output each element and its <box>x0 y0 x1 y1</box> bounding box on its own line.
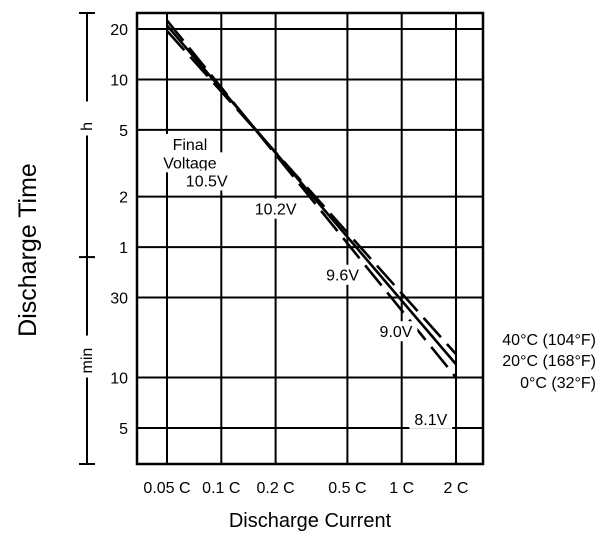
annotation-5: 9.0V <box>380 324 413 341</box>
y-tick-label-6: 10 <box>110 371 128 388</box>
annotation-6: 8.1V <box>414 412 447 429</box>
x-tick-label-5: 2 C <box>444 480 469 497</box>
y-unit-hours: h <box>79 122 96 131</box>
plot-frame <box>135 11 485 466</box>
annotation-bg-5 <box>374 321 418 342</box>
y-tick-label-0: 20 <box>110 22 128 39</box>
annotation-4: 9.6V <box>326 268 359 285</box>
annotation-bg-2 <box>180 170 233 191</box>
y-tick-label-3: 2 <box>119 190 128 207</box>
y-tick-label-2: 5 <box>119 123 128 140</box>
annotation-bg-4 <box>321 264 364 285</box>
y-tick-label-4: 1 <box>119 240 128 257</box>
y-tick-label-7: 5 <box>119 421 128 438</box>
annotation-3: 10.2V <box>255 202 297 219</box>
annotation-2: 10.5V <box>186 173 228 190</box>
x-tick-label-4: 1 C <box>389 480 414 497</box>
annotation-bg-0 <box>163 133 216 154</box>
series-line-1 <box>166 24 457 366</box>
annotation-1: Voltage <box>163 155 216 172</box>
series-line-2 <box>165 19 458 379</box>
y-unit-minutes: min <box>79 348 96 374</box>
x-axis-label: Discharge Current <box>229 510 392 532</box>
axes: 0.05 C 0.1 C 0.2 C 0.5 C 1 C 2 C 20 10 5 2 1 30 10 5 h… <box>79 12 469 497</box>
series-lines <box>165 19 458 379</box>
series-label-0: 40°C (104°F) <box>502 332 596 349</box>
x-tick-label-2: 0.2 C <box>256 480 294 497</box>
annotation-bg-1 <box>154 152 226 173</box>
grid <box>137 13 483 464</box>
y-tick-label-5: 30 <box>110 291 128 308</box>
series-label-1: 20°C (168°F) <box>502 353 596 370</box>
series-label-2: 0°C (32°F) <box>520 375 596 392</box>
y-tick-label-1: 10 <box>110 72 128 89</box>
series-line-0 <box>166 29 457 355</box>
x-tick-label-3: 0.5 C <box>328 480 366 497</box>
annotation-bg-6 <box>409 408 453 429</box>
x-tick-label-0: 0.05 C <box>143 480 190 497</box>
y-axis-label: Discharge Time <box>14 163 42 337</box>
series-labels: 40°C (104°F) 20°C (168°F) 0°C (32°F) <box>502 332 596 392</box>
annotation-0: Final <box>173 137 208 154</box>
annotation-bg-3 <box>249 198 302 219</box>
x-tick-label-1: 0.1 C <box>202 480 240 497</box>
